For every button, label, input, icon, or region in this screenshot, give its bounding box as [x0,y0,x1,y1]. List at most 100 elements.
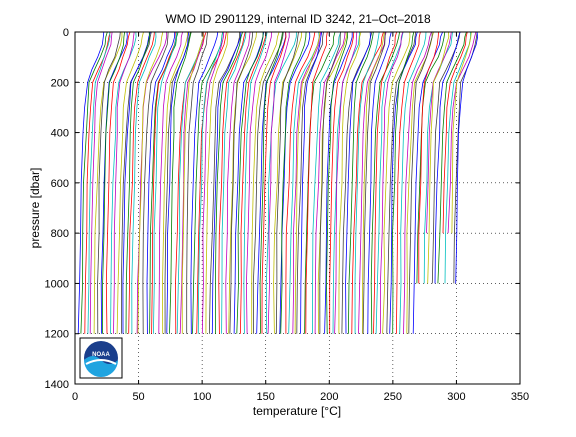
profile-line [218,31,246,334]
profile-line [221,31,247,334]
y-tick-label: 0 [63,27,69,39]
x-tick-label: 0 [72,391,78,403]
profile-line [240,31,267,334]
profile-line [447,31,477,234]
profile-line [382,31,411,334]
profile-line [294,31,320,334]
profile-line [386,31,417,334]
profile-line [334,31,358,334]
profile-line [442,31,468,234]
x-tick-label: 250 [384,391,402,403]
profile-line [305,31,328,334]
chart-title: WMO ID 2901129, internal ID 3242, 21–Oct… [165,12,431,26]
profile-line [261,31,287,334]
plot-frame [74,31,521,385]
y-tick-label: 600 [51,178,69,190]
profile-line [399,31,427,334]
profile-line [87,31,111,334]
profile-line [304,31,336,334]
profile-line [329,31,355,334]
profile-line [362,31,385,334]
profile-line [252,31,284,334]
x-tick-label: 350 [511,391,529,403]
y-tick-label: 800 [51,228,69,240]
profile-line [427,31,450,284]
y-tick-label: 200 [51,77,69,89]
profile-line [259,31,283,334]
profile-line [205,31,229,334]
profile-line [351,31,384,334]
profile-line [273,31,302,334]
profile-line [84,31,111,334]
profile-line [153,31,177,334]
profile-line [89,31,113,334]
profile-line [265,31,297,334]
profile-line [280,31,307,334]
profile-line [338,31,362,334]
profile-line [434,31,461,284]
profile-line [158,31,183,334]
x-tick-label: 50 [132,391,144,403]
profile-line [110,31,137,334]
profile-line [412,31,443,334]
profile-line [100,31,128,334]
profile-line [102,31,125,334]
profile-line [105,31,131,334]
profile-line [225,31,251,334]
profile-line [380,31,404,334]
profile-line [233,31,265,334]
profile-line [121,31,152,334]
profile-line [128,31,155,334]
profile-line [229,31,254,334]
profile-line [345,31,371,334]
profile-line [314,31,346,334]
profile-line [211,31,242,334]
profile-line [149,31,179,334]
profile-line [455,31,478,284]
profile-line [389,31,418,334]
y-tick-label: 400 [51,128,69,140]
profile-line [251,31,280,334]
noaa-logo-icon: NOAA [79,337,123,379]
y-axis-ticks: 0 200 400 600 800 1000 1200 1400 [45,27,520,391]
y-tick-label: 1400 [45,379,69,391]
profile-line [131,31,157,334]
profile-line [451,31,472,234]
profiles [77,31,478,334]
profile-line [77,31,105,334]
x-tick-label: 150 [257,391,275,403]
profile-line [373,31,397,334]
profile-line [285,31,316,334]
x-tick-label: 200 [320,391,338,403]
profile-line [392,31,415,334]
profile-line [296,31,324,334]
profile-line [426,31,452,234]
profile-line [326,31,348,334]
profile-line [80,31,108,334]
profile-line [137,31,164,334]
x-axis-ticks: 0 50 100 150 200 250 300 350 [72,32,529,403]
profile-line [408,31,433,334]
profile-line [169,31,192,334]
gridlines [75,32,520,384]
profile-line [116,31,144,334]
x-axis-label: temperature [°C] [253,404,341,418]
profile-line [396,31,421,334]
x-tick-label: 300 [447,391,465,403]
profile-line [201,31,225,334]
x-tick-label: 100 [193,391,211,403]
profile-line [236,32,264,334]
profile-line [275,31,299,334]
profile-line [179,31,205,334]
y-tick-label: 1000 [45,278,69,290]
profile-line [406,31,434,334]
profile-line [256,31,287,334]
profile-line [181,31,204,334]
profile-line [370,31,400,334]
profile-line [122,31,151,334]
profile-line [367,31,392,334]
profile-line [312,31,342,334]
profile-line [125,31,150,334]
profile-line [162,31,188,334]
